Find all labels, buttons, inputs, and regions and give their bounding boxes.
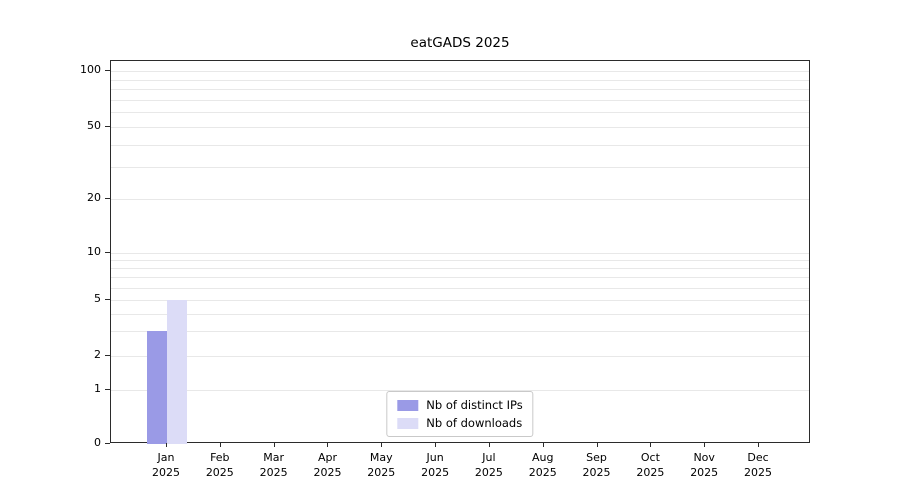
y-tick-label-100: 100 [80,63,101,76]
gridline-40 [111,144,809,146]
x-tick-mark-apr-2025 [327,443,329,447]
gridline-100 [111,71,809,72]
x-tick-label-jul-2025: Jul 2025 [474,451,503,479]
y-tick-mark-20 [105,198,110,199]
y-tick-label-5: 5 [94,292,101,305]
gridline-20 [111,199,809,200]
x-tick-label-dec-2025: Dec 2025 [744,451,773,479]
y-tick-mark-10 [105,252,110,253]
x-tick-mark-oct-2025 [650,443,652,447]
y-tick-mark-2 [105,355,110,356]
gridline-4 [111,313,809,315]
x-tick-mark-aug-2025 [542,443,544,447]
x-tick-label-sep-2025: Sep 2025 [582,451,611,479]
x-tick-label-aug-2025: Aug 2025 [528,451,557,479]
gridline-90 [111,79,809,81]
gridline-7 [111,277,809,279]
y-tick-mark-50 [105,126,110,127]
x-tick-mark-may-2025 [381,443,383,447]
chart-title: eatGADS 2025 [410,35,510,51]
y-tick-mark-1 [105,389,110,390]
x-tick-label-oct-2025: Oct 2025 [636,451,665,479]
gridline-10 [111,253,809,254]
x-tick-mark-dec-2025 [758,443,760,447]
x-tick-mark-jan-2025 [166,443,167,447]
y-tick-label-50: 50 [87,119,101,132]
legend-swatch-downloads-icon [397,417,419,429]
x-tick-mark-nov-2025 [704,443,706,447]
bar-nb-of-distinct-ips-jan-2025 [147,331,167,444]
gridline-2 [111,356,809,357]
x-tick-label-mar-2025: Mar 2025 [259,451,288,479]
y-tick-label-20: 20 [87,191,101,204]
legend: Nb of distinct IPs Nb of downloads [386,391,534,437]
gridline-5 [111,300,809,301]
gridline-8 [111,268,809,270]
x-tick-label-may-2025: May 2025 [367,451,396,479]
legend-item-distinct-ips: Nb of distinct IPs [397,398,523,412]
legend-item-downloads: Nb of downloads [397,416,522,430]
x-tick-mark-mar-2025 [273,443,275,447]
gridline-80 [111,89,809,91]
legend-label-downloads: Nb of downloads [426,416,523,430]
y-tick-mark-5 [105,299,110,300]
gridline-6 [111,287,809,289]
x-tick-label-feb-2025: Feb 2025 [205,451,234,479]
gridline-9 [111,260,809,262]
x-tick-label-nov-2025: Nov 2025 [690,451,719,479]
gridline-60 [111,112,809,114]
x-tick-mark-feb-2025 [219,443,221,447]
bar-nb-of-downloads-jan-2025 [167,300,187,444]
y-tick-label-0: 0 [94,436,101,449]
y-tick-label-1: 1 [94,382,101,395]
x-tick-label-jan-2025: Jan 2025 [152,451,180,479]
legend-label-distinct-ips: Nb of distinct IPs [426,398,523,412]
y-tick-label-2: 2 [94,348,101,361]
y-tick-mark-100 [105,70,110,71]
y-tick-mark-0 [105,443,110,444]
x-tick-label-apr-2025: Apr 2025 [313,451,342,479]
gridline-3 [111,331,809,333]
x-tick-mark-sep-2025 [596,443,598,447]
gridline-1 [111,390,809,391]
legend-swatch-distinct-ips-icon [397,399,419,411]
gridline-70 [111,99,809,101]
gridline-50 [111,127,809,128]
x-tick-label-jun-2025: Jun 2025 [421,451,450,479]
gridline-30 [111,167,809,169]
plot-area: Nb of distinct IPs Nb of downloads [110,60,810,444]
x-tick-mark-jul-2025 [488,443,490,447]
x-tick-mark-jun-2025 [435,443,437,447]
y-tick-label-10: 10 [87,245,101,258]
